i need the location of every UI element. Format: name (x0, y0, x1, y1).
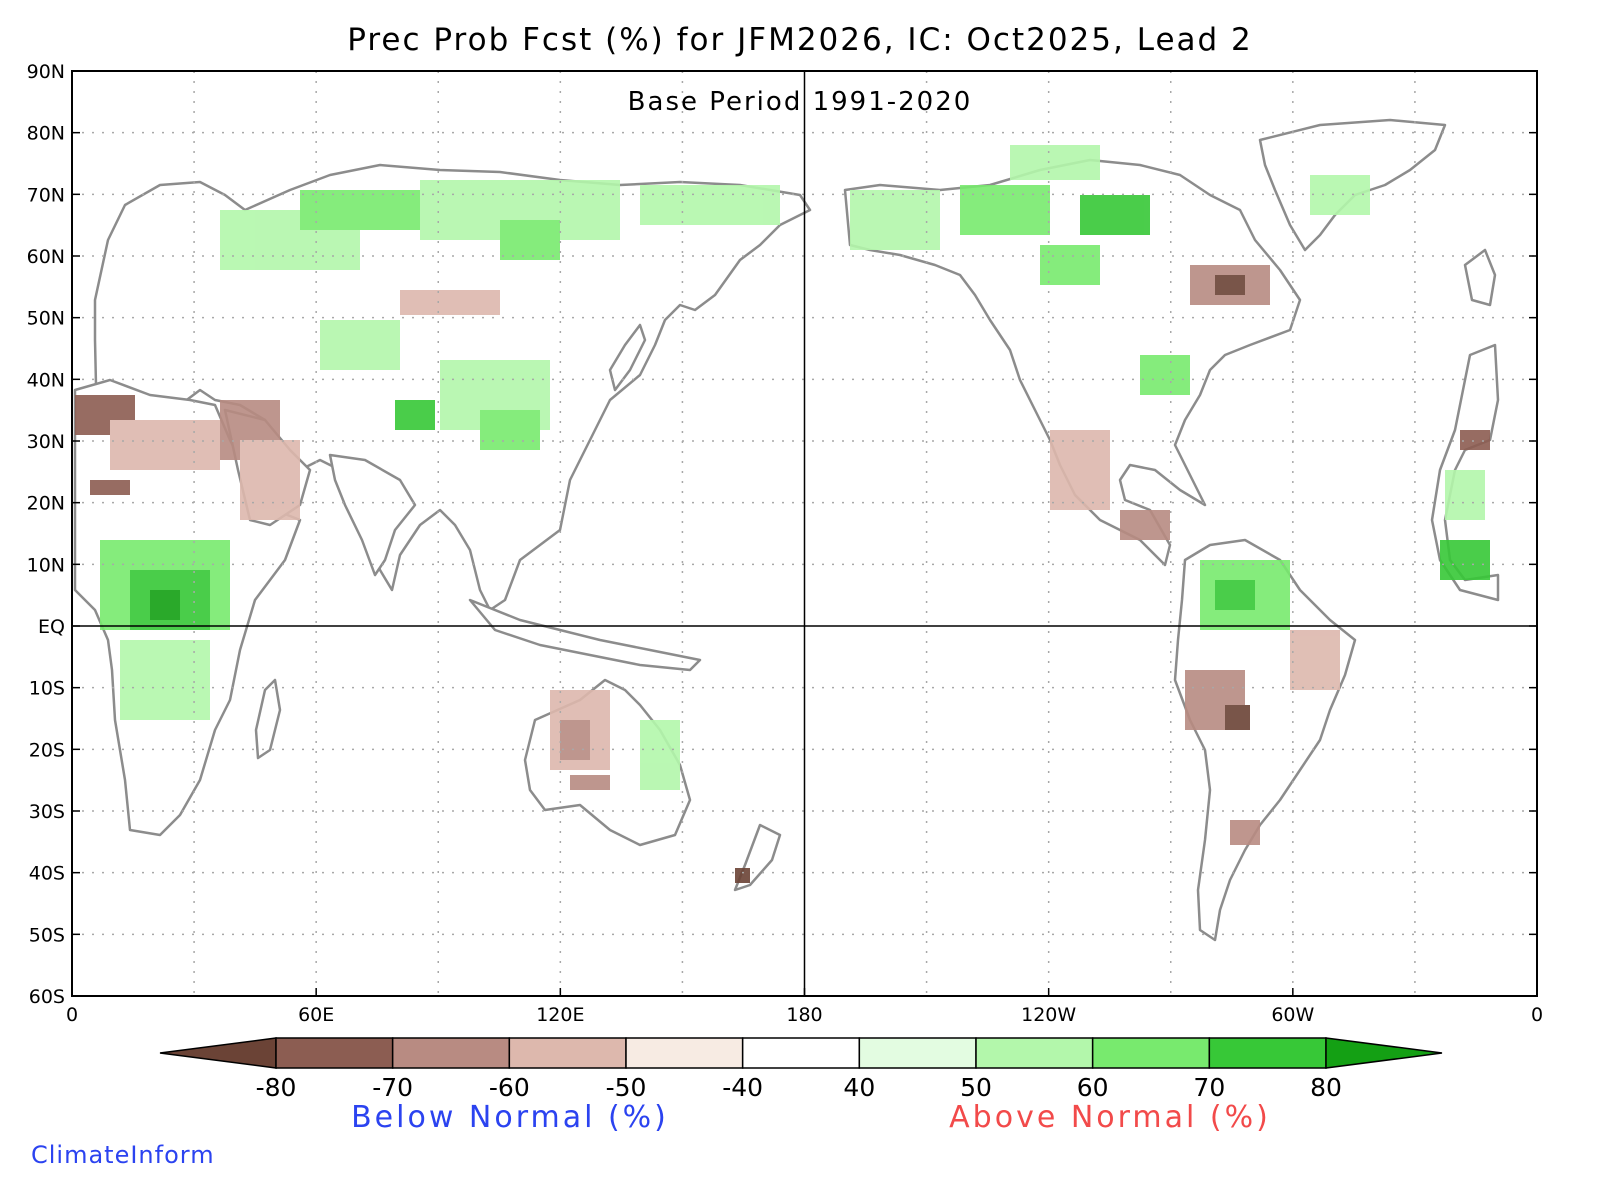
below-normal-patch (1225, 705, 1250, 730)
above-normal-patch (500, 220, 560, 260)
above-normal-patch (1040, 245, 1100, 285)
below-normal-patch (90, 480, 130, 495)
reference-lines (72, 71, 1537, 996)
colorbar-swatch (975, 1037, 1094, 1069)
below-normal-patches (75, 265, 1490, 883)
indonesia-islands (468, 598, 702, 672)
below-normal-patch (735, 868, 750, 883)
colorbar-tick-label: 50 (960, 1073, 992, 1102)
above-normal-patch (850, 190, 940, 250)
below-normal-patch (1290, 630, 1340, 690)
above-normal-patch (120, 640, 210, 720)
below-normal-patch (110, 420, 220, 470)
longitude-axis: 0 60E 120E 180 120W 60W 0 (66, 988, 1543, 1026)
colorbar-tick-label: 80 (1310, 1073, 1342, 1102)
madagascar (254, 678, 282, 760)
latitude-tick-label: 20S (29, 739, 65, 761)
latitude-axis: 90N 80N 70N 60N 50N 40N 30N 20N 10N EQ 10S 20S 30S 40… (27, 61, 1537, 1008)
colorbar-tick-label: 40 (843, 1073, 875, 1102)
above-normal-patch (1010, 145, 1100, 180)
latitude-tick-label: EQ (38, 616, 65, 638)
map-area (72, 71, 1537, 996)
latitude-tick-label: 10N (27, 554, 65, 576)
longitude-tick-label: 0 (66, 1004, 78, 1026)
above-normal-label: Above Normal (%) (949, 1100, 1271, 1135)
latitude-tick-label: 40N (27, 369, 65, 391)
colorbar-swatch (1091, 1037, 1211, 1069)
map-title: Prec Prob Fcst (%) for JFM2026, IC: Oct2… (347, 22, 1253, 58)
above-normal-patch (960, 185, 1050, 235)
colorbar-tick-label: -80 (256, 1073, 297, 1102)
colorbar-swatch (625, 1037, 744, 1069)
latitude-tick-label: 30N (27, 431, 65, 453)
below-normal-patch (1230, 820, 1260, 845)
above-normal-patch (150, 590, 180, 620)
latitude-tick-label: 60N (27, 246, 65, 268)
below-normal-patch (1120, 510, 1170, 540)
latitude-tick-label: 10S (29, 678, 65, 700)
above-normal-patch (1310, 175, 1370, 215)
latitude-tick-label: 70N (27, 184, 65, 206)
colorbar-tick-label: -60 (489, 1073, 530, 1102)
uk-islands (1463, 248, 1497, 307)
longitude-tick-label: 120W (1021, 1004, 1076, 1026)
longitude-tick-label: 120E (536, 1004, 584, 1026)
below-normal-patch (570, 775, 610, 790)
above-normal-patch (320, 320, 400, 370)
above-normal-patch (1440, 540, 1490, 580)
above-normal-patch (395, 400, 435, 430)
japan (608, 323, 647, 392)
above-normal-patches (100, 145, 1490, 790)
above-normal-patch (300, 190, 420, 230)
below-normal-patch (560, 720, 590, 760)
below-normal-patch (400, 290, 500, 315)
above-normal-patch (480, 410, 540, 450)
latitude-tick-label: 90N (27, 61, 65, 83)
latitude-tick-label: 50N (27, 308, 65, 330)
longitude-tick-label: 60E (298, 1004, 334, 1026)
above-normal-patch (1140, 355, 1190, 395)
above-normal-patch (640, 185, 780, 225)
base-period-subtitle: Base Period 1991-2020 (627, 87, 973, 117)
above-normal-patch (1445, 470, 1485, 520)
colorbar-swatch (508, 1037, 627, 1069)
latitude-tick-label: 60S (29, 986, 65, 1008)
colorbar-swatch (391, 1037, 511, 1069)
latitude-tick-label: 20N (27, 493, 65, 515)
longitude-tick-label: 0 (1531, 1004, 1543, 1026)
colorbar (159, 1037, 1443, 1069)
latitude-tick-label: 40S (29, 863, 65, 885)
credit-label: ClimateInform (31, 1141, 215, 1169)
north-america (843, 158, 1302, 567)
longitude-tick-label: 180 (786, 1004, 822, 1026)
colorbar-tick-label: -50 (606, 1073, 647, 1102)
colorbar-low-arrow (159, 1037, 277, 1069)
latitude-tick-label: 30S (29, 801, 65, 823)
probability-shading (75, 145, 1490, 883)
colorbar-swatch (741, 1037, 861, 1069)
below-normal-patch (1050, 430, 1110, 510)
colorbar-tick-label: 60 (1077, 1073, 1109, 1102)
latitude-tick-label: 50S (29, 924, 65, 946)
longitude-tick-label: 60W (1271, 1004, 1314, 1026)
colorbar-swatch (858, 1037, 977, 1069)
colorbar-swatch (275, 1037, 394, 1069)
below-normal-patch (1215, 275, 1245, 295)
india (328, 453, 417, 577)
latitude-tick-label: 80N (27, 123, 65, 145)
gridlines (72, 71, 1537, 996)
above-normal-patch (640, 720, 680, 790)
above-normal-patch (1215, 580, 1255, 610)
colorbar-tick-label: -70 (372, 1073, 413, 1102)
below-normal-label: Below Normal (%) (351, 1100, 669, 1135)
colorbar-labels: -80 -70 -60 -50 -40 40 50 60 70 80 (256, 1073, 1342, 1102)
colorbar-high-arrow (1325, 1037, 1443, 1069)
colorbar-tick-label: 70 (1193, 1073, 1225, 1102)
colorbar-tick-label: -40 (722, 1073, 763, 1102)
below-normal-patch (240, 440, 300, 520)
below-normal-patch (1460, 430, 1490, 450)
colorbar-swatch (1208, 1037, 1327, 1069)
above-normal-patch (1080, 195, 1150, 235)
